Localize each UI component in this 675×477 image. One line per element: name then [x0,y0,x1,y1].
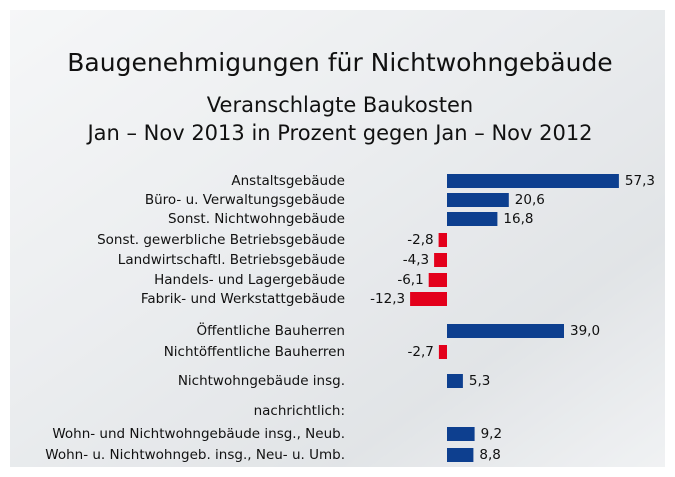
bar [434,253,447,267]
value-label: 9,2 [481,426,502,442]
value-label: -6,1 [397,272,423,288]
category-label: Wohn- und Nichtwohngebäude insg., Neub. [52,426,345,442]
category-label: Handels- und Lagergebäude [154,272,345,288]
value-label: -2,8 [407,232,433,248]
bar [447,174,619,188]
value-label: 57,3 [625,173,655,189]
chart-subtitle: Veranschlagte Baukosten [207,93,473,117]
category-label: Nichtöffentliche Bauherren [164,344,345,360]
category-label: Landwirtschaftl. Betriebsgebäude [118,252,345,268]
bar [447,374,463,388]
chart-subtitle: Jan – Nov 2013 in Prozent gegen Jan – No… [85,121,592,145]
category-label: Sonst. gewerbliche Betriebsgebäude [97,232,345,248]
value-label: 20,6 [515,192,545,208]
value-label: 8,8 [479,447,500,463]
value-label: 5,3 [469,373,490,389]
value-label: -2,7 [408,344,434,360]
value-label: -12,3 [370,291,405,307]
bar [447,427,475,441]
category-label: Wohn- u. Nichtwohngeb. insg., Neu- u. Um… [45,447,345,463]
value-label: -4,3 [403,252,429,268]
category-label: Nichtwohngebäude insg. [178,373,345,389]
value-label: 39,0 [570,323,600,339]
category-label: Büro- u. Verwaltungsgebäude [145,192,345,208]
bar [410,292,447,306]
category-label: Öffentliche Bauherren [196,321,345,339]
category-label: Fabrik- und Werkstattgebäude [141,291,345,307]
bar [447,193,509,207]
bar [439,345,447,359]
category-label: Anstaltsgebäude [231,173,345,189]
chart: Baugenehmigungen für Nichtwohngebäude Ve… [0,0,675,477]
category-label: Sonst. Nichtwohngebäude [168,211,345,227]
bar [447,212,497,226]
bar [429,273,447,287]
bar [439,233,447,247]
value-label: 16,8 [503,211,533,227]
bar [447,324,564,338]
chart-title: Baugenehmigungen für Nichtwohngebäude [67,48,612,77]
page: Baugenehmigungen für Nichtwohngebäude Ve… [0,0,675,477]
category-label: nachrichtlich: [254,403,345,419]
bar [447,448,473,462]
